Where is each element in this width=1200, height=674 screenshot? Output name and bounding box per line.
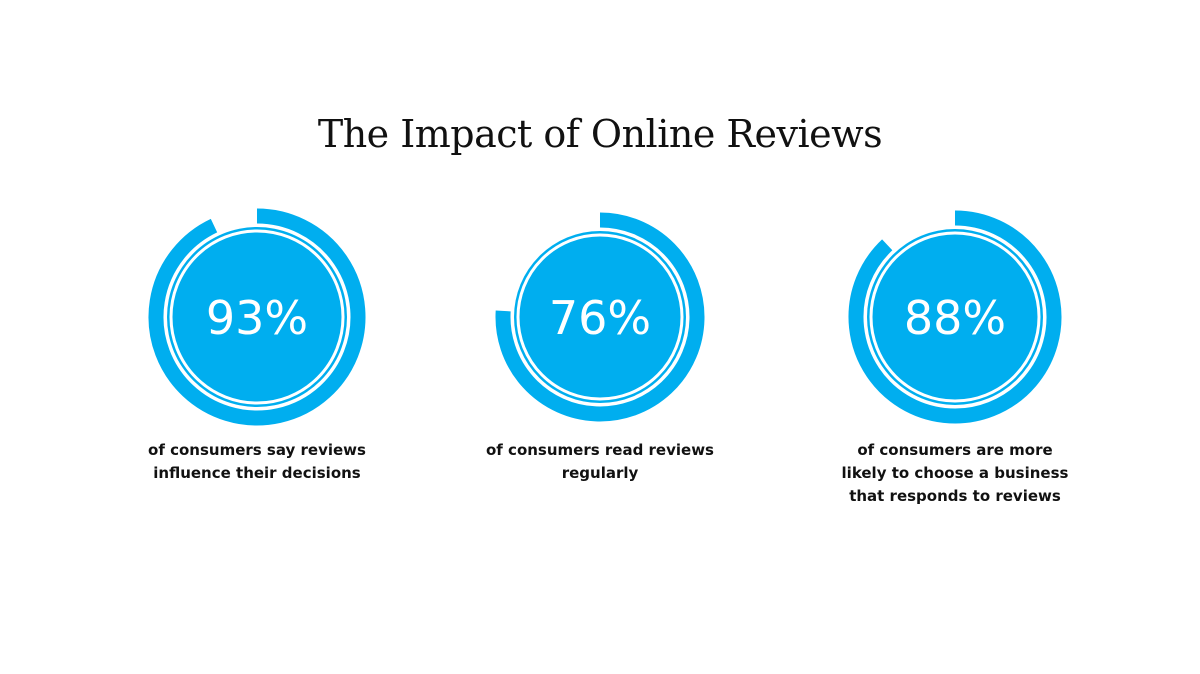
stat-caption-3-line: of consumers are more <box>857 441 1053 459</box>
progress-ring-3: 88% <box>848 210 1062 424</box>
stat-caption-1-line: of consumers say reviews <box>148 441 366 459</box>
progress-ring-2-arc <box>495 212 705 422</box>
progress-ring-1: 93% <box>148 208 366 426</box>
stat-caption-1-line: influence their decisions <box>153 464 361 482</box>
progress-ring-2-disc <box>514 231 686 403</box>
stat-card-3: 88% of consumers are more likely to choo… <box>825 205 1085 508</box>
stat-caption-1: of consumers say reviews influence their… <box>127 439 387 485</box>
progress-ring-2: 76% <box>495 212 705 422</box>
stat-caption-2-line: of consumers read reviews <box>486 441 714 459</box>
progress-ring-2-inner-ring <box>516 233 684 401</box>
progress-ring-2-value: 76% <box>549 291 651 345</box>
progress-ring-3-arc <box>848 210 1062 424</box>
progress-ring-1-inner-ring <box>169 229 345 405</box>
progress-ring-1-disc <box>167 227 347 407</box>
progress-ring-3-disc <box>867 229 1043 405</box>
stat-card-2: 76% of consumers read reviews regularly <box>470 205 730 485</box>
progress-ring-3-inner-ring <box>869 231 1041 403</box>
stat-caption-3: of consumers are more likely to choose a… <box>825 439 1085 508</box>
progress-ring-3-value: 88% <box>904 291 1006 345</box>
stat-caption-3-line: that responds to reviews <box>849 487 1061 505</box>
stat-caption-2-line: regularly <box>561 464 639 482</box>
stat-caption-3-line: likely to choose a business <box>841 464 1069 482</box>
stat-card-1: 93% of consumers say reviews influence t… <box>127 205 387 485</box>
progress-ring-1-arc <box>148 208 366 426</box>
page-title: The Impact of Online Reviews <box>317 112 883 156</box>
progress-ring-1-value: 93% <box>206 291 308 345</box>
stat-caption-2: of consumers read reviews regularly <box>470 439 730 485</box>
